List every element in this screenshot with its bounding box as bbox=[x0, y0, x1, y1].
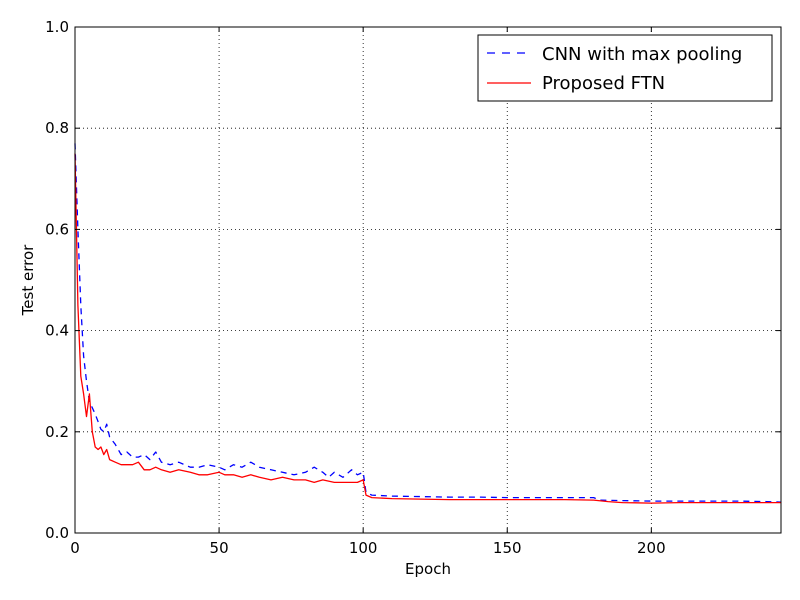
x-tick-label: 0 bbox=[70, 539, 80, 557]
legend-label-cnn: CNN with max pooling bbox=[542, 44, 742, 65]
y-tick-label: 0.4 bbox=[45, 322, 69, 340]
y-axis-label: Test error bbox=[19, 244, 37, 316]
y-tick-label: 0.6 bbox=[45, 220, 69, 238]
x-tick-label: 150 bbox=[493, 539, 522, 557]
series-proposed-ftn bbox=[74, 153, 781, 504]
x-tick-label: 100 bbox=[349, 539, 378, 557]
x-tick-label: 200 bbox=[637, 539, 666, 557]
y-tick-label: 0.8 bbox=[45, 119, 69, 137]
legend-label-ftn: Proposed FTN bbox=[542, 73, 665, 94]
series-cnn-max-pooling bbox=[74, 143, 782, 503]
series-layer bbox=[74, 143, 782, 504]
x-tick-label: 50 bbox=[210, 539, 229, 557]
y-tick-label: 0.0 bbox=[45, 524, 69, 542]
x-axis-label: Epoch bbox=[405, 560, 451, 578]
legend: CNN with max pooling Proposed FTN bbox=[477, 34, 773, 102]
y-tick-label: 1.0 bbox=[45, 18, 69, 36]
grid-lines bbox=[75, 27, 781, 533]
axis-ticks: 0 50 100 150 200 0.0 0.2 0.4 0.6 0.8 1.0 bbox=[45, 18, 781, 557]
legend-box bbox=[477, 34, 773, 102]
plot-frame bbox=[74, 26, 782, 534]
y-tick-label: 0.2 bbox=[45, 423, 69, 441]
